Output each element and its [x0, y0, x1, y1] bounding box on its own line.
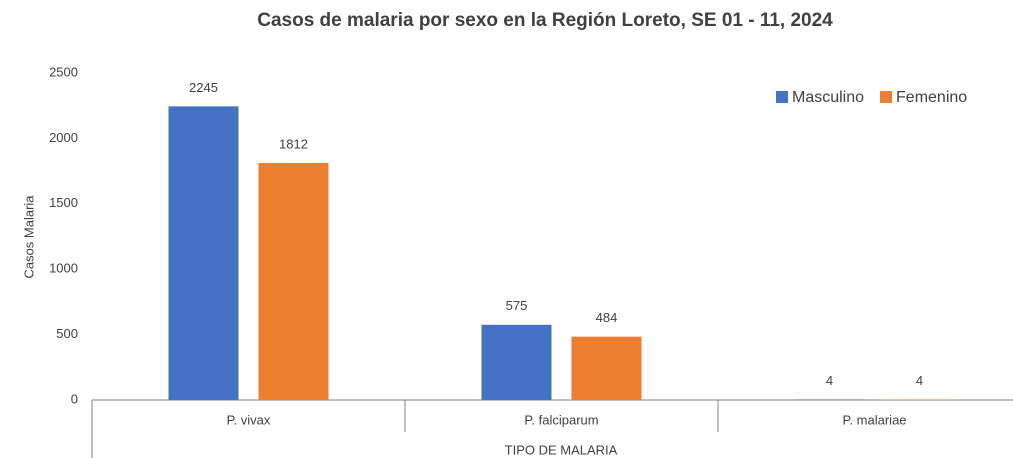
value-label: 484 [596, 310, 618, 325]
value-label: 2245 [189, 80, 218, 95]
value-label: 575 [506, 298, 528, 313]
value-label: 4 [916, 373, 923, 388]
legend-label: Femenino [896, 89, 967, 106]
legend-swatch [880, 91, 893, 103]
legend-swatch [776, 91, 788, 103]
x-tick-label: P. falciparum [524, 412, 598, 427]
bar [168, 106, 239, 400]
y-tick-label: 500 [56, 326, 78, 341]
value-label: 1812 [279, 136, 308, 151]
x-tick-label: P. vivax [227, 412, 271, 427]
x-axis-label: TIPO DE MALARIA [505, 442, 618, 457]
y-tick-label: 0 [71, 391, 78, 406]
chart-title: Casos de malaria por sexo en la Región L… [257, 10, 833, 31]
y-tick-label: 2000 [49, 130, 78, 145]
x-tick-label: P. malariae [842, 412, 906, 427]
bar [571, 336, 642, 400]
y-tick-label: 1000 [49, 261, 78, 276]
bar [481, 324, 552, 400]
y-tick-label: 2500 [49, 64, 78, 79]
y-tick-label: 1500 [49, 195, 78, 210]
y-axis-label: Casos Malaria [21, 195, 36, 279]
bar [258, 162, 329, 400]
bar [794, 399, 865, 400]
bar [884, 399, 955, 400]
legend-label: Masculino [792, 89, 864, 106]
value-label: 4 [826, 373, 833, 388]
